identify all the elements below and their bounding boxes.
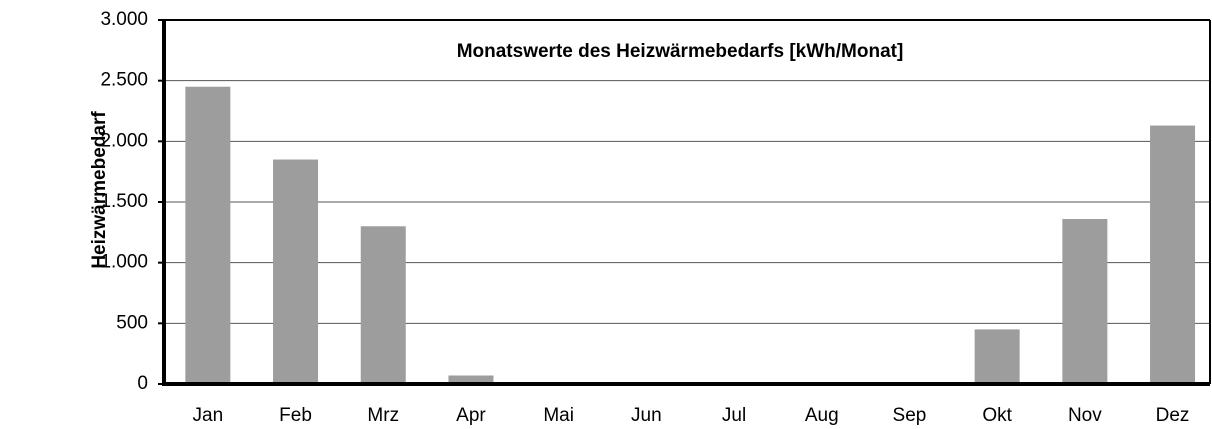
bar — [1062, 218, 1108, 384]
x-tick-label: Jun — [631, 405, 662, 426]
y-tick-label: 2.000 — [100, 130, 148, 151]
y-tick-label: 2.500 — [100, 70, 148, 91]
y-axis-label: Heizwärmebedarf — [89, 111, 110, 269]
x-tick-label: Jan — [193, 405, 224, 426]
bar — [974, 329, 1020, 384]
y-tick-label: 3.000 — [100, 9, 148, 30]
x-tick-label: Mrz — [367, 405, 399, 426]
bar — [448, 375, 494, 384]
x-tick-label: Sep — [893, 405, 927, 426]
x-tick-label: Dez — [1156, 405, 1190, 426]
bar — [185, 86, 231, 384]
x-tick-label: Okt — [982, 405, 1012, 426]
y-tick-label: 1.000 — [100, 252, 148, 273]
x-tick-label: Nov — [1068, 405, 1102, 426]
x-tick-label: Aug — [805, 405, 839, 426]
x-tick-label: Feb — [279, 405, 312, 426]
x-tick-label: Jul — [722, 405, 746, 426]
x-tick-label: Apr — [456, 405, 486, 426]
y-tick-label: 1.500 — [100, 191, 148, 212]
bar — [360, 226, 406, 384]
chart-title: Monatswerte des Heizwärmebedarfs [kWh/Mo… — [457, 41, 904, 62]
bar — [273, 159, 319, 384]
bar — [1150, 125, 1196, 384]
x-tick-label: Mai — [543, 405, 574, 426]
y-tick-label: 0 — [137, 373, 148, 394]
y-tick-label: 500 — [116, 312, 148, 333]
